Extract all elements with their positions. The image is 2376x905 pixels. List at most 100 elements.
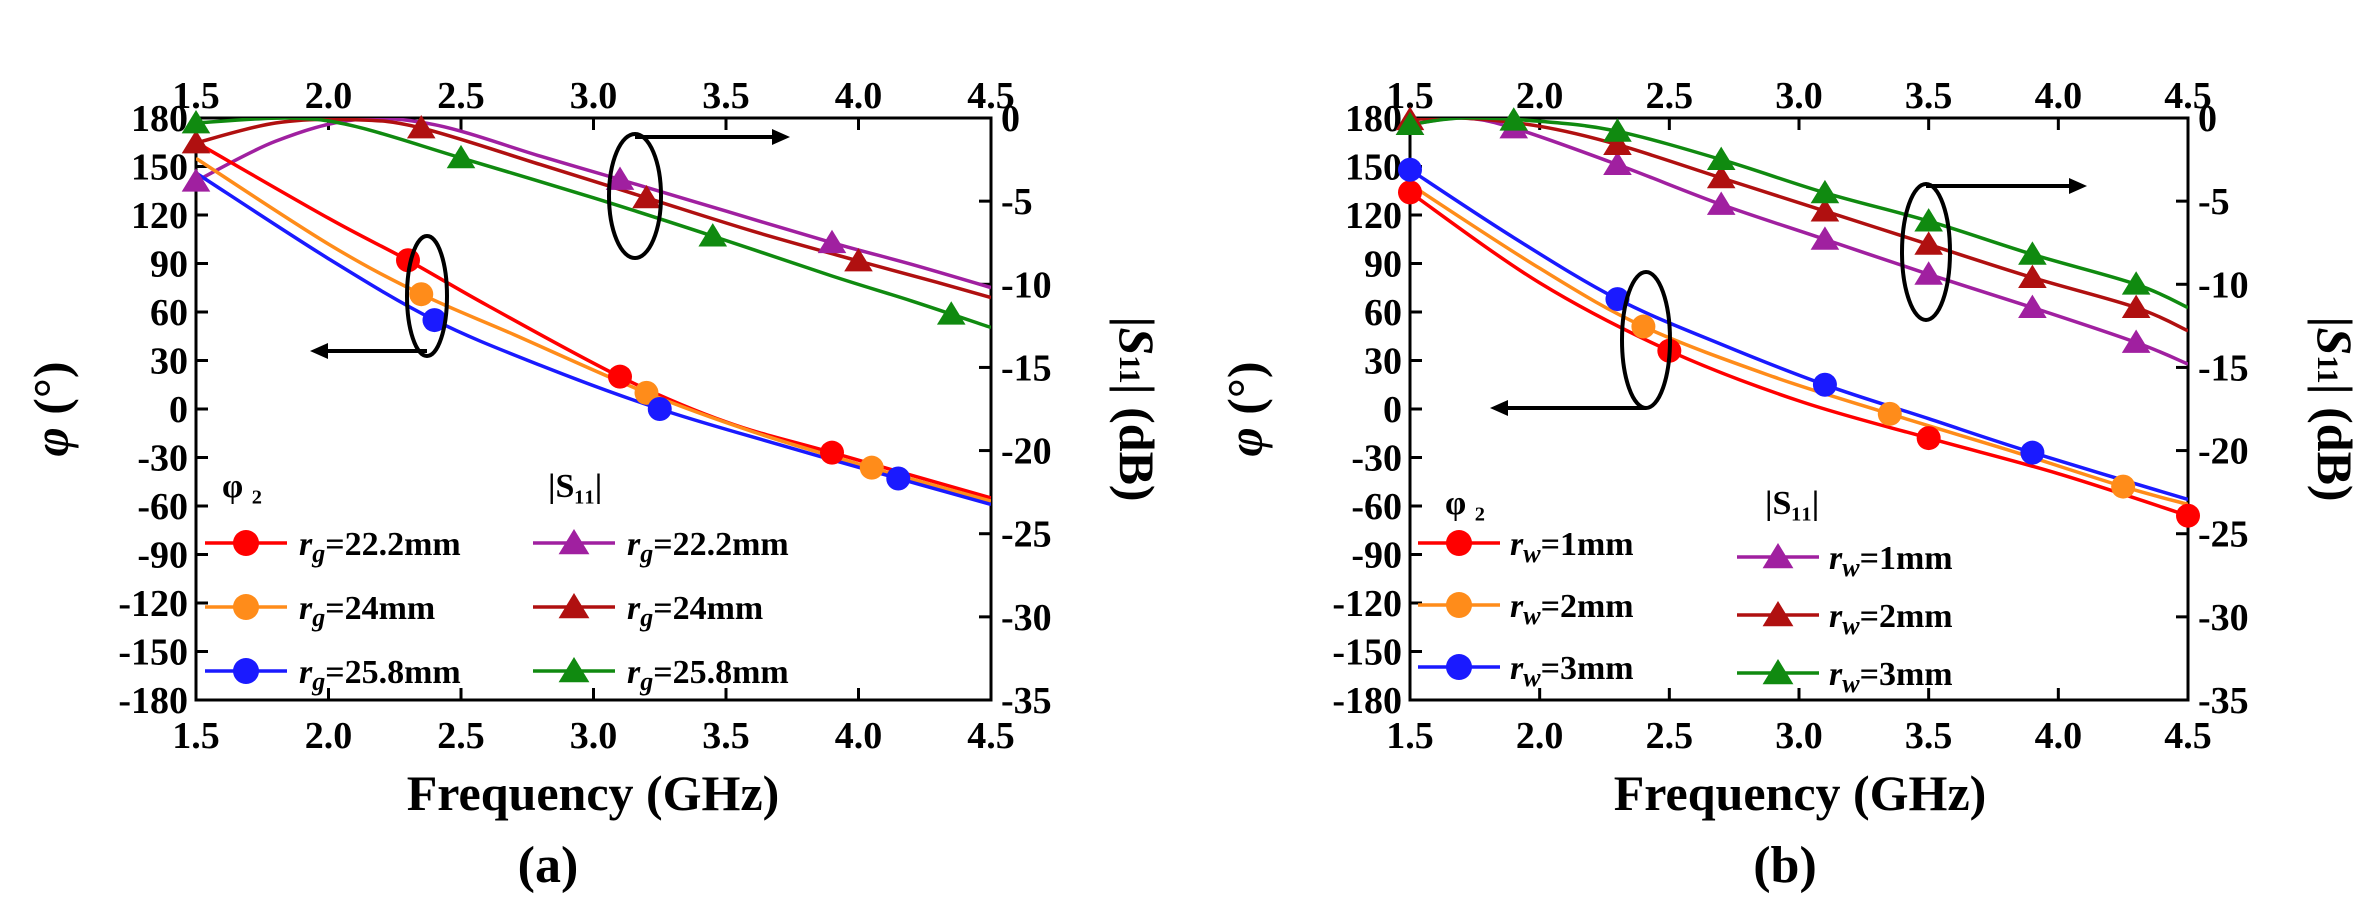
panel-b-legend-phase-marker-3 — [1446, 654, 1472, 680]
panel-b-xtick-label-top: 2.0 — [1516, 75, 1564, 117]
panel-a-left-axis-title: φ (°) — [23, 361, 79, 456]
panel-a-s11-series-marker-2 — [181, 129, 211, 154]
panel-b-xtick-label-bottom: 2.5 — [1646, 715, 1694, 757]
panel-b-legend-s11-marker-3 — [1762, 659, 1794, 685]
panel-a-xtick-label-bottom: 4.0 — [835, 715, 883, 757]
panel-b-s11-series-line-3 — [1410, 118, 2188, 310]
panel-a-legend-phase-title: φ ₂ — [222, 468, 262, 505]
panel-b-ytick-label-left: 60 — [1364, 292, 1402, 334]
panel-b-legend-s11-entries: rw=1mm rw=2mm rw=3mm — [1737, 540, 1953, 698]
panel-a-ytick-label-right: -5 — [1001, 181, 1033, 223]
panel-a-ytick-label-right: -25 — [1001, 514, 1052, 556]
panel-a-legend-phase-label-2: rg=24mm — [299, 590, 435, 632]
panel-b-ytick-label-left: 90 — [1364, 244, 1402, 286]
panel-a-ytick-label-left: 120 — [131, 195, 188, 237]
panel-b-ytick-label-right: -10 — [2198, 264, 2249, 306]
panel-b-s11-series-line-2 — [1410, 118, 2188, 333]
panel-b-xtick-label-top: 3.0 — [1775, 75, 1823, 117]
panel-a-s11-series-marker-1 — [605, 166, 635, 190]
panel-b-xtick-label-bottom: 3.5 — [1905, 715, 1953, 757]
panel-b-s11-series-marker-3 — [1914, 208, 1943, 232]
panel-b-phase-series-marker-1 — [1398, 180, 1422, 205]
panel-b-phase-series-marker-2 — [2111, 474, 2136, 499]
panel-b-s11-series-marker-1 — [2018, 294, 2047, 318]
panel-a-ytick-label-left: -60 — [137, 486, 188, 528]
panel-b-ytick-label-left: 150 — [1345, 147, 1402, 189]
panel-a-xtick-label-top: 4.5 — [967, 75, 1015, 117]
panel-b-s11-series-marker-2 — [2121, 294, 2151, 318]
panel-a-phase-series-marker-2 — [634, 380, 659, 405]
panel-a-legend-s11-label-3: rg=25.8mm — [627, 654, 789, 696]
panel-b-annotation — [1490, 178, 2087, 416]
panel-b-s11-series-marker-1 — [1810, 226, 1840, 250]
panel-b-ytick-label-right: -15 — [2198, 347, 2249, 389]
panel-a-right-arrowhead — [772, 129, 790, 145]
panel-b-ytick-label-right: -5 — [2198, 181, 2230, 223]
panel-b-caption: (b) — [1753, 837, 1817, 894]
panel-a-curves — [196, 118, 991, 507]
panel-b-xtick-label-bottom: 4.0 — [2035, 715, 2083, 757]
panel-b-xtick-label-top: 3.5 — [1905, 75, 1953, 117]
panel-b-ytick-label-left: -150 — [1332, 632, 1402, 674]
panel-a-xtick-label-top: 2.5 — [437, 75, 485, 117]
panel-a-ytick-label-left: 180 — [131, 98, 188, 140]
panel-a-ytick-label-left: 150 — [131, 147, 188, 189]
panel-b-s11-series-marker-2 — [1603, 131, 1632, 156]
panel-a-ytick-label-right: -10 — [1001, 264, 1052, 306]
panel-b-ytick-label-left: -90 — [1351, 535, 1402, 577]
panel-a-s11-series-marker-3 — [181, 109, 211, 134]
panel-b-s11-series-marker-2 — [2018, 264, 2047, 289]
panel-b-s11-series-marker-3 — [2018, 241, 2047, 265]
panel-b-legend-phase-label-1: rw=1mm — [1510, 526, 1634, 568]
panel-b-x-axis-title: Frequency (GHz) — [1614, 765, 1987, 821]
panel-b-ytick-label-right: -30 — [2198, 597, 2249, 639]
panel-a-legend-phase-label-1: rg=22.2mm — [299, 526, 461, 568]
panel-b-xtick-label-bottom: 1.5 — [1386, 715, 1434, 757]
panel-a-phase-ellipse — [405, 234, 449, 358]
panel-a-caption: (a) — [518, 837, 579, 894]
panel-a-phase-series-line-3 — [196, 171, 991, 507]
panel-a-ytick-label-left: 60 — [150, 292, 188, 334]
panel-b-phase-series-marker-2 — [1631, 314, 1656, 339]
panel-b-phase-series-line-3 — [1410, 168, 2188, 502]
panel-a-phase-series-marker-3 — [886, 466, 911, 491]
panel-a-phase-series-marker-1 — [608, 364, 632, 389]
panel-b-s11-series-marker-2 — [1914, 231, 1943, 255]
panel-b-s11-series-marker-3 — [1706, 146, 1736, 170]
panel-a-ytick-label-left: -120 — [118, 583, 188, 625]
panel-b-ytick-label-left: -30 — [1351, 438, 1402, 480]
panel-b-left-axis-title: φ (°) — [1217, 361, 1273, 456]
panel-a-xtick-label-bottom: 2.5 — [437, 715, 485, 757]
panel-b-legend: φ ₂ |S₁₁| rw=1mm rw=2mm rw=3mm rw=1mm rw=2m… — [1418, 485, 1953, 698]
panel-a-legend-s11-entries: rg=22.2mm rg=24mm rg=25.8mm — [533, 526, 789, 696]
panel-b-s11-series-marker-1 — [1603, 151, 1632, 175]
panel-a-ytick-label-left: -150 — [118, 632, 188, 674]
panel-a-x-axis-title: Frequency (GHz) — [407, 765, 780, 821]
panel-b-s11-series-marker-2 — [1706, 164, 1736, 189]
panel-b-legend-phase-marker-1 — [1446, 530, 1472, 556]
panel-a-legend-phase-marker-1 — [233, 530, 259, 556]
panel-b-legend-s11-title: |S₁₁| — [1765, 485, 1819, 522]
panel-a-xtick-label-bottom: 4.5 — [967, 715, 1015, 757]
panel-a-s11-ellipse — [607, 132, 663, 260]
panel-a-legend-s11-label-1: rg=22.2mm — [627, 526, 789, 568]
panel-a-xtick-label-top: 2.0 — [305, 75, 353, 117]
panel-b-legend-phase-marker-2 — [1446, 592, 1472, 618]
panel-b-s11-series-marker-1 — [2121, 329, 2151, 353]
panel-b-curves — [1410, 118, 2188, 518]
panel-b-s11-series-marker-3 — [1603, 118, 1632, 142]
panel-b-phase-series-marker-3 — [2020, 440, 2045, 465]
panel-a-ticks: 1.51.52.02.02.52.53.03.03.53.54.04.04.54… — [118, 75, 1051, 757]
panel-b-legend-phase-label-2: rw=2mm — [1510, 588, 1634, 630]
panel-a-s11-series-marker-1 — [181, 168, 211, 192]
panel-b-phase-series-line-1 — [1410, 190, 2188, 518]
panel-b-xtick-label-top: 4.0 — [2035, 75, 2083, 117]
panel-b-legend-s11-label-3: rw=3mm — [1829, 656, 1953, 698]
panel-a-annotation — [310, 129, 790, 359]
panel-a-phase-series-marker-2 — [409, 282, 434, 307]
panel-b-s11-series-marker-3 — [1810, 179, 1840, 204]
panel-b-legend-s11-marker-1 — [1762, 543, 1794, 569]
panel-b-legend-phase-entries: rw=1mm rw=2mm rw=3mm — [1418, 526, 1634, 692]
panel-b-phase-series-marker-1 — [2176, 503, 2200, 528]
